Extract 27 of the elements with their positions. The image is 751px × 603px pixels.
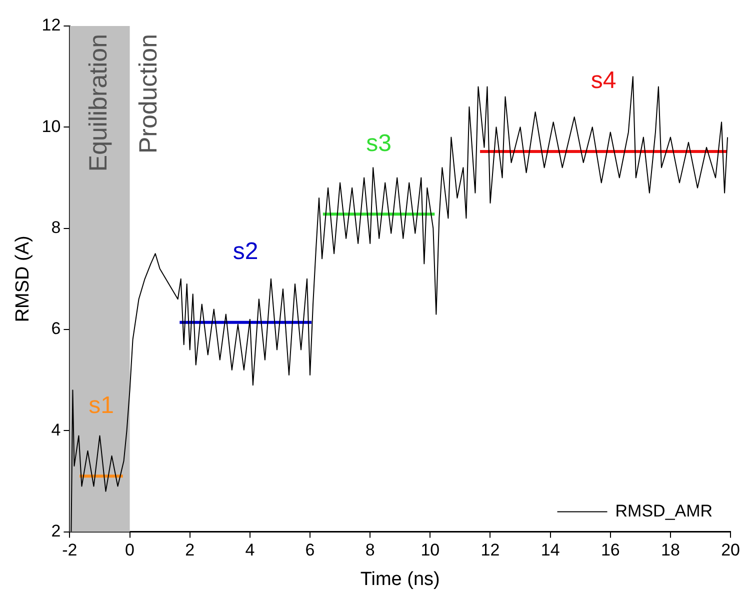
text: s3 — [366, 130, 392, 157]
text: s4 — [590, 67, 616, 94]
x-tick-label: 0 — [125, 540, 135, 560]
x-tick-label: 12 — [480, 540, 500, 560]
x-tick-label: 8 — [365, 540, 375, 560]
legend-label: RMSD_AMR — [615, 501, 713, 520]
y-tick-label: 2 — [51, 521, 61, 540]
band-label: Equilibration — [84, 34, 113, 172]
x-tick-label: 20 — [721, 540, 740, 560]
y-tick-label: 6 — [51, 319, 61, 338]
x-tick-label: 6 — [305, 540, 315, 560]
y-tick-label: 12 — [42, 16, 61, 35]
y-tick-label: 4 — [51, 420, 61, 440]
x-tick-label: 18 — [661, 540, 680, 560]
y-tick-label: 8 — [51, 218, 61, 238]
x-tick-label: 4 — [245, 540, 255, 560]
x-axis-title: Time (ns) — [360, 568, 440, 590]
x-tick-label: -2 — [62, 540, 78, 560]
annotation: Production — [134, 34, 163, 154]
x-tick-label: 16 — [600, 540, 620, 560]
x-tick-label: 2 — [185, 540, 195, 560]
text: s1 — [88, 392, 114, 419]
y-tick-label: 10 — [42, 116, 61, 136]
x-tick-label: 14 — [540, 540, 560, 560]
y-axis-title: RMSD (A) — [12, 236, 34, 322]
x-tick-label: 10 — [420, 540, 440, 560]
text: s2 — [232, 238, 258, 266]
